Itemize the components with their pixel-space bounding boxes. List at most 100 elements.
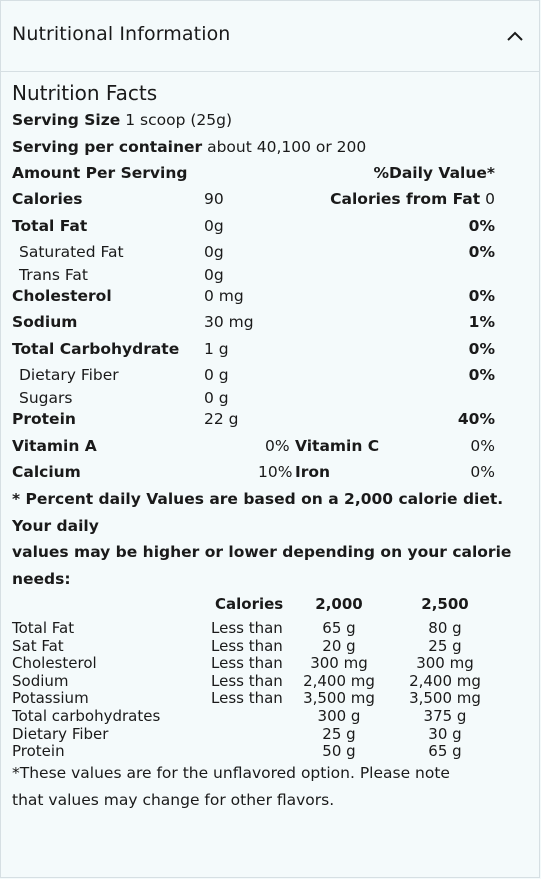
dv-label: Total Fat: [12, 619, 75, 637]
calories-value: 90: [204, 190, 224, 208]
dv-table-header: Calories 2,000 2,500: [12, 595, 492, 620]
calories-label: Calories: [12, 190, 83, 208]
dv-value-2500: 2,400 mg: [409, 671, 481, 690]
nutrient-label: Total Fat: [12, 217, 88, 235]
nutrient-amount: 0 mg: [204, 287, 244, 305]
table-row: Potassium Less than 3,500 mg 3,500 mg: [12, 690, 492, 708]
dv-value-2500: 25 g: [428, 636, 462, 655]
dv-qualifier: Less than: [211, 636, 283, 655]
dv-label: Protein: [12, 742, 65, 761]
calories-from-fat-value: 0: [485, 190, 495, 208]
nutrient-amount: 22 g: [204, 410, 239, 428]
vitamin-label: Calcium: [12, 463, 81, 481]
nutrient-amount: 0g: [204, 217, 224, 235]
nutrient-amount: 1 g: [204, 340, 229, 358]
flavor-note-line: *These values are for the unflavored opt…: [12, 764, 450, 782]
nutrient-amount: 0g: [204, 243, 224, 261]
nutrient-row: Trans Fat 0g: [12, 266, 495, 284]
nutrient-label: Saturated Fat: [19, 243, 124, 261]
vitamin-row: Vitamin A 0% Vitamin C 0%: [12, 437, 495, 457]
vitamin-value: 0%: [470, 463, 495, 481]
dv-label: Potassium: [12, 689, 89, 708]
daily-value-header: %Daily Value*: [373, 164, 495, 182]
nutrient-label: Sugars: [19, 389, 73, 407]
nutrient-row: Protein 22 g 40%: [12, 410, 495, 428]
chevron-up-icon[interactable]: [506, 29, 524, 43]
dv-qualifier: Less than: [211, 654, 283, 673]
nutrient-dv: 1%: [468, 313, 495, 331]
serving-size-label: Serving Size: [12, 111, 121, 129]
footnote-line: needs:: [12, 570, 71, 588]
vitamin-value: 10%: [258, 463, 293, 481]
nutrient-amount: 30 mg: [204, 313, 254, 331]
accordion-header[interactable]: Nutritional Information: [1, 1, 539, 72]
table-row: Total Fat Less than 65 g 80 g: [12, 619, 492, 638]
dv-value-2500: 3,500 mg: [409, 689, 481, 708]
nutrient-label: Protein: [12, 410, 76, 428]
nutrient-row: Cholesterol 0 mg 0%: [12, 287, 495, 305]
serving-per-container-value: about 40,100 or 200: [207, 138, 367, 156]
dv-qualifier: Less than: [211, 619, 283, 637]
nutrient-row: Saturated Fat 0g 0%: [12, 243, 495, 261]
nutrient-label: Cholesterol: [12, 287, 112, 305]
nutrient-dv: 0%: [468, 287, 495, 305]
nutrient-dv: 0%: [468, 243, 495, 261]
footnote-line: Your daily: [12, 517, 99, 535]
vitamin-label: Iron: [295, 463, 331, 481]
nutrient-dv: 0%: [468, 217, 495, 235]
amount-per-serving: Amount Per Serving: [12, 164, 188, 182]
nutrient-amount: 0g: [204, 266, 224, 284]
vitamin-label: Vitamin A: [12, 437, 97, 455]
dv-value-2000: 300 g: [317, 706, 361, 725]
vitamin-row: Calcium 10% Iron 0%: [12, 463, 495, 483]
daily-value-table: Calories 2,000 2,500 Total Fat Less than…: [12, 595, 492, 761]
flavor-note-line: that values may change for other flavors…: [12, 791, 335, 809]
nutrient-amount: 0 g: [204, 389, 229, 407]
dv-value-2500: 65 g: [428, 742, 462, 761]
vitamin-value: 0%: [265, 437, 290, 455]
dv-label: Cholesterol: [12, 654, 97, 673]
nutrient-row: Sodium 30 mg 1%: [12, 313, 495, 331]
table-row: Dietary Fiber 25 g 30 g: [12, 724, 492, 744]
dv-value-2000: 3,500 mg: [303, 689, 375, 708]
amount-per-serving-row: Amount Per Serving %Daily Value*: [12, 164, 495, 182]
dv-qualifier: Less than: [211, 689, 283, 708]
serving-per-container-row: Serving per container about 40,100 or 20…: [12, 138, 495, 156]
facts-title: Nutrition Facts: [12, 81, 158, 105]
dv-label: Sodium: [12, 671, 69, 690]
nutrient-label: Sodium: [12, 313, 78, 331]
dv-value-2500: 375 g: [423, 706, 467, 725]
serving-size-value: 1 scoop (25g): [125, 111, 232, 129]
dv-value-2000: 2,400 mg: [303, 671, 375, 690]
nutrient-dv: 40%: [457, 410, 495, 428]
calories-row: Calories 90 Calories from Fat 0: [12, 190, 495, 208]
dv-value-2000: 65 g: [322, 619, 356, 637]
serving-size-row: Serving Size 1 scoop (25g): [12, 111, 495, 129]
vitamin-label: Vitamin C: [295, 437, 380, 455]
nutrient-amount: 0 g: [204, 366, 229, 384]
dv-value-2500: 80 g: [428, 619, 462, 637]
vitamin-value: 0%: [470, 437, 495, 455]
footnote-line: * Percent daily Values are based on a 2,…: [12, 490, 504, 508]
dv-label: Dietary Fiber: [12, 724, 109, 743]
nutrient-row: Total Fat 0g 0%: [12, 217, 495, 235]
accordion-title: Nutritional Information: [12, 23, 231, 45]
nutrient-row: Sugars 0 g: [12, 389, 495, 407]
nutrient-label: Dietary Fiber: [19, 366, 119, 384]
dv-header-2500: 2,500: [421, 595, 469, 613]
nutrient-label: Trans Fat: [19, 266, 88, 284]
nutrient-dv: 0%: [468, 340, 495, 358]
dv-value-2500: 300 mg: [416, 654, 474, 673]
nutrient-label: Total Carbohydrate: [12, 340, 180, 358]
nutrient-dv: 0%: [468, 366, 495, 384]
table-row: Protein 50 g 65 g: [12, 743, 492, 761]
table-row: Sat Fat Less than 20 g 25 g: [12, 636, 492, 656]
nutrient-row: Dietary Fiber 0 g 0%: [12, 366, 495, 384]
dv-value-2000: 25 g: [322, 724, 356, 743]
dv-label: Sat Fat: [12, 636, 64, 655]
calories-from-fat-label: Calories from Fat: [330, 190, 481, 208]
dv-value-2000: 300 mg: [310, 654, 368, 673]
table-row: Total carbohydrates 300 g 375 g: [12, 706, 492, 726]
table-row: Cholesterol Less than 300 mg 300 mg: [12, 655, 492, 673]
